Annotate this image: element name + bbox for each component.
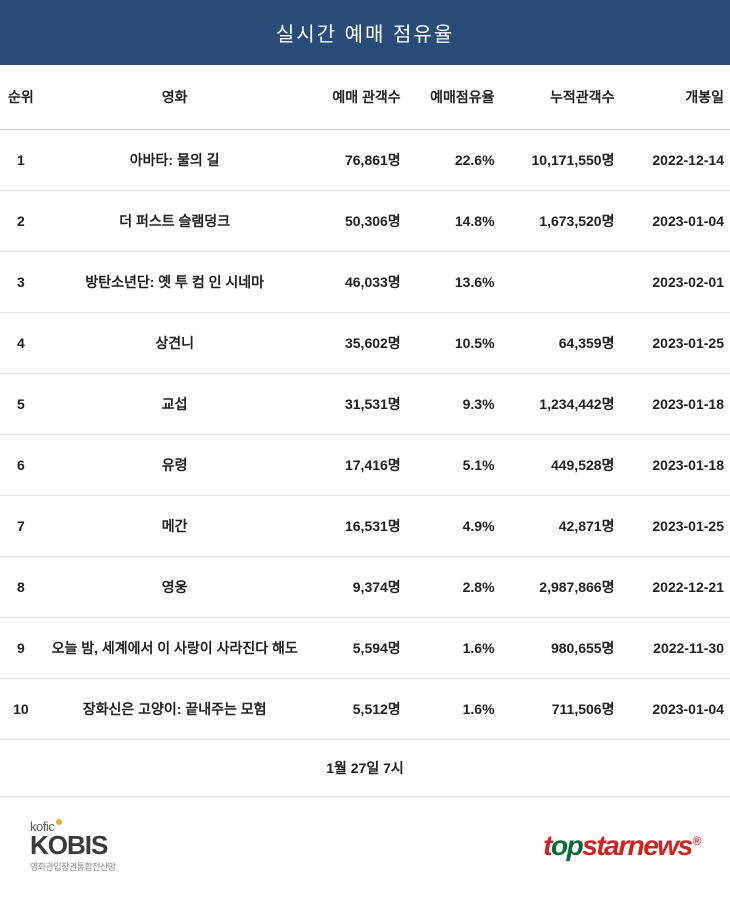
table-row: 6유령17,416명5.1%449,528명2023-01-18 [0, 435, 730, 496]
cell-movie: 상견니 [42, 313, 308, 374]
cell-release: 2023-01-04 [620, 679, 730, 740]
header-total: 누적관객수 [501, 65, 621, 130]
header-rank: 순위 [0, 65, 42, 130]
cell-movie: 방탄소년단: 옛 투 컴 인 시네마 [42, 252, 308, 313]
topstar-op: op [551, 830, 582, 861]
cell-tickets: 31,531명 [308, 374, 407, 435]
header-tickets: 예매 관객수 [308, 65, 407, 130]
table-row: 4상견니35,602명10.5%64,359명2023-01-25 [0, 313, 730, 374]
cell-total: 2,987,866명 [501, 557, 621, 618]
table-row: 7메간16,531명4.9%42,871명2023-01-25 [0, 496, 730, 557]
table-body: 1아바타: 물의 길76,861명22.6%10,171,550명2022-12… [0, 130, 730, 740]
table-row: 9오늘 밤, 세계에서 이 사랑이 사라진다 해도5,594명1.6%980,6… [0, 618, 730, 679]
cell-rank: 6 [0, 435, 42, 496]
cell-share: 13.6% [407, 252, 501, 313]
cell-release: 2023-01-04 [620, 191, 730, 252]
kobis-subtext: 영화관입장권통합전산망 [30, 860, 116, 873]
cell-tickets: 5,512명 [308, 679, 407, 740]
ranking-table: 순위 영화 예매 관객수 예매점유율 누적관객수 개봉일 1아바타: 물의 길7… [0, 65, 730, 740]
cell-release: 2023-01-18 [620, 374, 730, 435]
cell-share: 10.5% [407, 313, 501, 374]
cell-release: 2023-02-01 [620, 252, 730, 313]
cell-rank: 1 [0, 130, 42, 191]
cell-rank: 4 [0, 313, 42, 374]
cell-share: 4.9% [407, 496, 501, 557]
cell-share: 1.6% [407, 679, 501, 740]
cell-share: 14.8% [407, 191, 501, 252]
cell-tickets: 35,602명 [308, 313, 407, 374]
cell-total: 980,655명 [501, 618, 621, 679]
topstar-t: t [543, 830, 551, 861]
cell-rank: 2 [0, 191, 42, 252]
cell-total: 1,673,520명 [501, 191, 621, 252]
cell-movie: 영웅 [42, 557, 308, 618]
cell-movie: 오늘 밤, 세계에서 이 사랑이 사라진다 해도 [42, 618, 308, 679]
cell-rank: 9 [0, 618, 42, 679]
table-row: 1아바타: 물의 길76,861명22.6%10,171,550명2022-12… [0, 130, 730, 191]
table-row: 10장화신은 고양이: 끝내주는 모험5,512명1.6%711,506명202… [0, 679, 730, 740]
cell-release: 2022-12-21 [620, 557, 730, 618]
kofic-dot-icon [56, 819, 62, 825]
cell-share: 5.1% [407, 435, 501, 496]
table-row: 5교섭31,531명9.3%1,234,442명2023-01-18 [0, 374, 730, 435]
cell-share: 9.3% [407, 374, 501, 435]
ranking-table-container: 실시간 예매 점유율 순위 영화 예매 관객수 예매점유율 누적관객수 개봉일 … [0, 0, 730, 897]
header-row: 순위 영화 예매 관객수 예매점유율 누적관객수 개봉일 [0, 65, 730, 130]
kobis-text: KOBIS [30, 832, 107, 858]
cell-movie: 유령 [42, 435, 308, 496]
cell-total: 449,528명 [501, 435, 621, 496]
cell-tickets: 16,531명 [308, 496, 407, 557]
cell-tickets: 9,374명 [308, 557, 407, 618]
cell-tickets: 76,861명 [308, 130, 407, 191]
cell-rank: 3 [0, 252, 42, 313]
cell-share: 22.6% [407, 130, 501, 191]
cell-rank: 10 [0, 679, 42, 740]
cell-release: 2022-12-14 [620, 130, 730, 191]
cell-total: 64,359명 [501, 313, 621, 374]
cell-share: 1.6% [407, 618, 501, 679]
cell-release: 2023-01-18 [620, 435, 730, 496]
cell-rank: 5 [0, 374, 42, 435]
topstar-rest: starnews [582, 830, 691, 861]
timestamp: 1월 27일 7시 [0, 740, 730, 797]
table-wrap: 순위 영화 예매 관객수 예매점유율 누적관객수 개봉일 1아바타: 물의 길7… [0, 65, 730, 797]
page-title: 실시간 예매 점유율 [0, 0, 730, 65]
cell-rank: 7 [0, 496, 42, 557]
cell-total: 10,171,550명 [501, 130, 621, 191]
cell-total: 42,871명 [501, 496, 621, 557]
cell-release: 2023-01-25 [620, 496, 730, 557]
cell-total: 1,234,442명 [501, 374, 621, 435]
table-row: 3방탄소년단: 옛 투 컴 인 시네마46,033명13.6% 2023-02-0… [0, 252, 730, 313]
cell-tickets: 5,594명 [308, 618, 407, 679]
cell-movie: 교섭 [42, 374, 308, 435]
cell-movie: 더 퍼스트 슬램덩크 [42, 191, 308, 252]
table-row: 8영웅9,374명2.8%2,987,866명2022-12-21 [0, 557, 730, 618]
header-release: 개봉일 [620, 65, 730, 130]
cell-rank: 8 [0, 557, 42, 618]
logos-row: kofic KOBIS 영화관입장권통합전산망 topstarnews® [0, 797, 730, 897]
cell-movie: 장화신은 고양이: 끝내주는 모험 [42, 679, 308, 740]
cell-release: 2023-01-25 [620, 313, 730, 374]
cell-movie: 메간 [42, 496, 308, 557]
header-movie: 영화 [42, 65, 308, 130]
topstar-registered-icon: ® [693, 834, 700, 848]
table-row: 2더 퍼스트 슬램덩크50,306명14.8%1,673,520명2023-01… [0, 191, 730, 252]
cell-total: 711,506명 [501, 679, 621, 740]
header-share: 예매점유율 [407, 65, 501, 130]
topstarnews-logo: topstarnews® [543, 830, 700, 862]
cell-release: 2022-11-30 [620, 618, 730, 679]
cell-tickets: 17,416명 [308, 435, 407, 496]
cell-share: 2.8% [407, 557, 501, 618]
cell-tickets: 46,033명 [308, 252, 407, 313]
cell-total [501, 252, 621, 313]
cell-movie: 아바타: 물의 길 [42, 130, 308, 191]
cell-tickets: 50,306명 [308, 191, 407, 252]
kobis-logo: kofic KOBIS 영화관입장권통합전산망 [30, 819, 116, 873]
